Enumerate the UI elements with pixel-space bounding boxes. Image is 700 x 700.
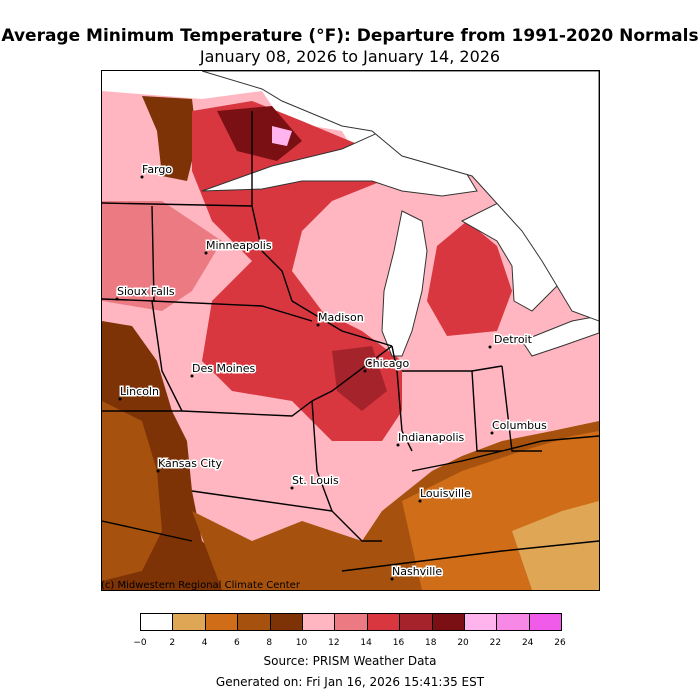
- city-label-detroit: Detroit: [494, 333, 533, 346]
- city-dot-lincoln: [118, 397, 122, 401]
- map-panel: [101, 70, 600, 591]
- state-boundaries: [102, 111, 599, 572]
- city-dot-chicago: [363, 369, 367, 373]
- lake-michigan: [381, 210, 428, 357]
- city-dot-columbus: [490, 431, 494, 435]
- region-pink-spot: [272, 126, 292, 146]
- legend-tick-label: 6: [234, 638, 240, 648]
- legend-tick-label: 20: [457, 638, 469, 648]
- city-dot-louisville: [418, 499, 422, 503]
- canada-area: [201, 71, 599, 322]
- legend-swatch: [270, 614, 303, 630]
- city-dot-indianapolis: [396, 443, 400, 447]
- legend-swatch: [529, 614, 562, 630]
- region-darkred-iowa: [332, 346, 387, 411]
- region-brown-north: [142, 96, 197, 181]
- departure-map: [102, 71, 599, 590]
- city-label-sioux-falls: Sioux Falls: [117, 285, 175, 298]
- legend-swatch: [497, 614, 530, 630]
- lake-erie: [521, 315, 599, 357]
- legend-swatch: [400, 614, 433, 630]
- legend-colorbar: [140, 613, 562, 631]
- city-dot-detroit: [488, 345, 492, 349]
- legend-tick-label: 16: [392, 638, 405, 648]
- legend-tick-label: 26: [554, 638, 566, 648]
- region-brown-west-2: [102, 401, 162, 581]
- city-dot-des-moines: [190, 374, 194, 378]
- city-label-des-moines: Des Moines: [192, 362, 255, 375]
- generated-text: Generated on: Fri Jan 16, 2026 15:41:35 …: [215, 675, 485, 689]
- legend-tick-label: 2: [169, 638, 176, 648]
- city-label-chicago: Chicago: [365, 357, 409, 370]
- city-label-st-louis: St. Louis: [292, 474, 339, 487]
- city-dot-sioux-falls: [115, 297, 119, 301]
- region-coral: [102, 201, 222, 311]
- city-label-nashville: Nashville: [392, 565, 442, 578]
- city-label-minneapolis: Minneapolis: [206, 239, 272, 252]
- legend-swatch: [302, 614, 336, 630]
- legend-tick-label: −0: [133, 638, 147, 648]
- map-subtitle: January 08, 2026 to January 14, 2026: [199, 47, 501, 66]
- city-label-lincoln: Lincoln: [120, 385, 159, 398]
- map-title: Average Minimum Temperature (°F): Depart…: [1, 26, 699, 46]
- city-label-indianapolis: Indianapolis: [398, 431, 465, 444]
- legend-tick-label: 22: [489, 638, 502, 648]
- legend-swatch: [367, 614, 401, 630]
- legend-swatch: [173, 614, 206, 630]
- legend-swatch: [141, 614, 174, 630]
- legend-swatch: [238, 614, 271, 630]
- region-michigan-red: [427, 221, 512, 336]
- legend-tick-label: 18: [425, 638, 437, 648]
- legend-tick-label: 12: [328, 638, 340, 648]
- city-label-columbus: Columbus: [492, 419, 547, 432]
- legend-tick-label: 8: [266, 638, 273, 648]
- legend-swatch: [464, 614, 498, 630]
- legend-tick-label: 4: [201, 638, 208, 648]
- city-dot-madison: [316, 323, 320, 327]
- region-darkred-north: [217, 106, 302, 161]
- legend-tick-label: 24: [521, 638, 534, 648]
- city-dot-kansas-city: [156, 469, 160, 473]
- legend-tick-label: 14: [360, 638, 372, 648]
- city-label-fargo: Fargo: [142, 163, 172, 176]
- city-dot-nashville: [390, 577, 394, 581]
- legend-ticks: −0 2 4 6 8 10 12 14 16 18 20 22 24 26: [133, 638, 565, 650]
- city-dot-fargo: [140, 175, 144, 179]
- legend-swatch: [432, 614, 465, 630]
- city-dot-st-louis: [290, 486, 294, 490]
- city-label-louisville: Louisville: [420, 487, 471, 500]
- legend-swatch: [335, 614, 368, 630]
- source-text: Source: PRISM Weather Data: [263, 654, 437, 668]
- city-label-madison: Madison: [318, 311, 364, 324]
- city-label-kansas-city: Kansas City: [158, 457, 222, 470]
- legend-tick-label: 10: [295, 638, 308, 648]
- legend-swatch: [205, 614, 239, 630]
- city-dot-minneapolis: [204, 251, 208, 255]
- credit-text: (c) Midwestern Regional Climate Center: [101, 580, 300, 591]
